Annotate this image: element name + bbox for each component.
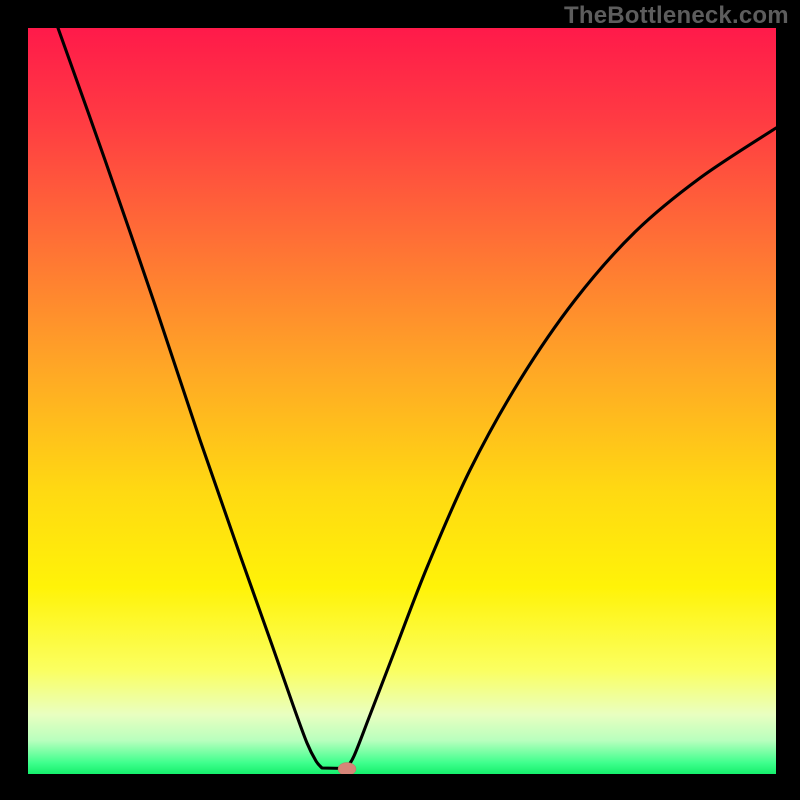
gradient-background	[28, 28, 776, 774]
optimum-marker	[338, 763, 356, 776]
watermark-text: TheBottleneck.com	[564, 2, 789, 30]
